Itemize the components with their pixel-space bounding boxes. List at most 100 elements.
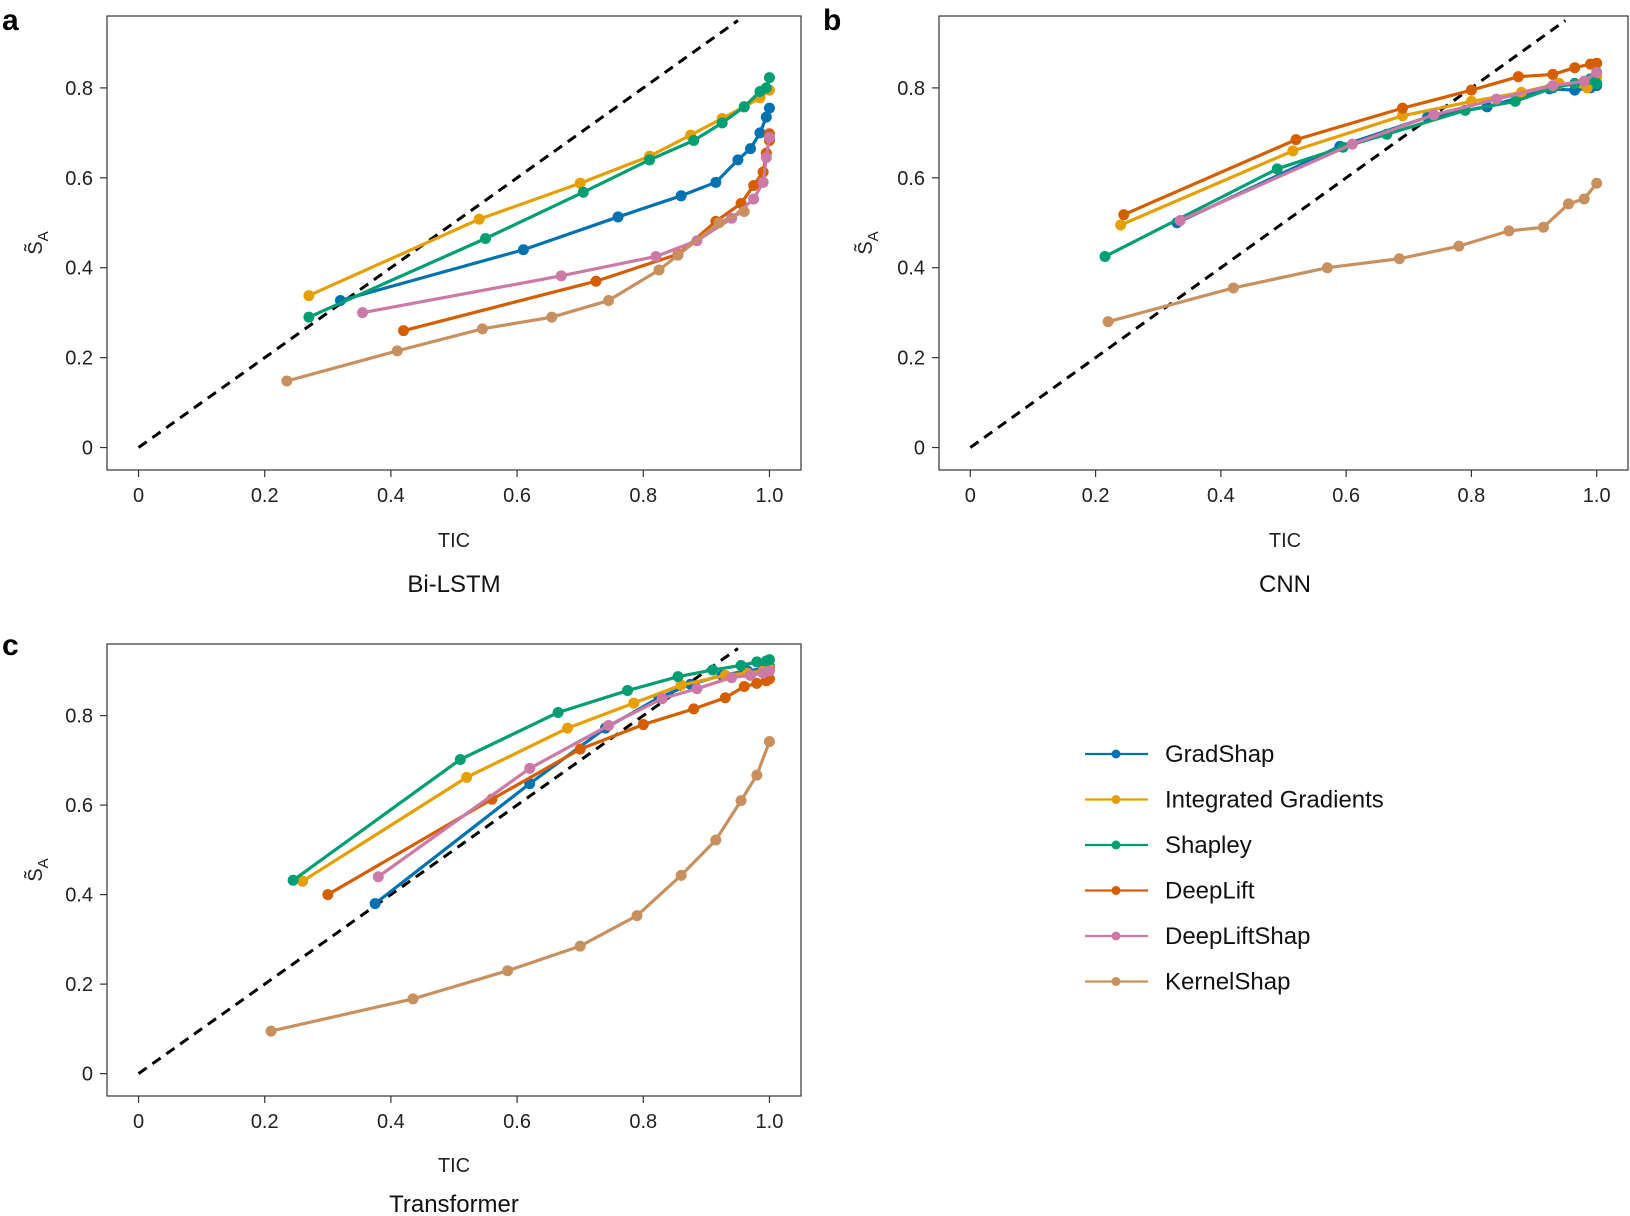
data-point-deepliftshap	[691, 683, 703, 695]
series-line-kernelshap	[270, 740, 771, 1033]
legend-label: Shapley	[1165, 832, 1252, 859]
reference-line-c	[137, 647, 739, 1075]
y-axis-label-main-b: S̃	[854, 241, 877, 254]
series-line-kernelshap	[1107, 182, 1598, 324]
data-point-deeplift	[1118, 209, 1130, 221]
data-point-shapley	[760, 82, 772, 94]
data-point-deepliftshap	[524, 762, 536, 774]
data-point-integrated-gradients	[473, 213, 485, 225]
data-point-shapley	[577, 186, 589, 198]
data-point-shapley	[552, 706, 564, 718]
data-point-kernelshap	[603, 295, 615, 307]
x-tick-label: 0.2	[251, 1111, 279, 1133]
data-point-integrated-gradients	[562, 722, 574, 734]
data-point-deepliftshap	[748, 193, 760, 205]
data-point-deeplift	[637, 719, 649, 731]
series-line-integrated-gradients	[308, 88, 771, 298]
data-point-kernelshap	[653, 264, 665, 276]
svg-text:S̃A: S̃A	[24, 858, 52, 881]
legend-item-shapley: Shapley	[1085, 832, 1252, 859]
data-point-integrated-gradients	[675, 679, 687, 691]
data-point-kernelshap	[751, 769, 763, 781]
legend-label: Integrated Gradients	[1165, 787, 1384, 814]
y-tick-label: 0.4	[897, 258, 925, 280]
series-line-deepliftshap	[362, 137, 772, 315]
data-point-kernelshap	[1393, 253, 1405, 265]
legend-item-kernelshap: KernelShap	[1085, 969, 1290, 996]
plot-frame-b	[938, 15, 1629, 471]
data-point-kernelshap	[1227, 282, 1239, 294]
reference-line-a	[137, 19, 739, 449]
data-point-kernelshap	[391, 345, 403, 357]
data-point-gradshap	[754, 127, 766, 139]
x-tick-label: 0.8	[629, 1111, 657, 1133]
series-group-c	[265, 654, 775, 1037]
data-point-kernelshap	[1562, 198, 1574, 210]
x-tick-label: 0	[133, 485, 144, 507]
data-point-deepliftshap	[760, 152, 772, 164]
data-point-deeplift	[590, 275, 602, 287]
x-tick-label: 1.0	[1583, 485, 1611, 507]
y-tick-label: 0	[82, 1064, 93, 1086]
panel-label-c: c	[2, 629, 19, 662]
legend-item-deeplift: DeepLift	[1085, 878, 1255, 905]
data-point-shapley	[751, 656, 763, 668]
data-point-deepliftshap	[603, 719, 615, 731]
x-tick-label: 0.2	[251, 485, 279, 507]
data-point-kernelshap	[1503, 225, 1515, 237]
data-point-shapley	[644, 154, 656, 166]
plot-frame-a	[106, 15, 802, 471]
chart-title-c: Transformer	[389, 1191, 519, 1216]
x-tick-label: 0.6	[503, 485, 531, 507]
x-axis-label-a: TIC	[438, 530, 470, 552]
x-ticks-a: 0 0.2 0.4 0.6 0.8 1.0	[133, 470, 783, 507]
legend-swatch-marker	[1111, 840, 1121, 850]
x-tick-label: 0.8	[1458, 485, 1486, 507]
data-point-shapley	[707, 664, 719, 676]
data-point-kernelshap	[1102, 316, 1114, 328]
data-point-deeplift	[398, 325, 410, 337]
y-axis-label-main-a: S̃	[24, 241, 47, 254]
data-point-shapley	[622, 685, 633, 697]
data-point-integrated-gradients	[574, 177, 586, 189]
panel-label-b: b	[823, 4, 841, 37]
legend-swatch-marker	[1111, 749, 1121, 759]
data-point-kernelshap	[407, 993, 419, 1005]
x-tick-label: 0.4	[377, 1111, 405, 1133]
data-point-deeplift	[574, 743, 586, 755]
data-point-shapley	[1591, 77, 1603, 89]
y-ticks-c: 0 0.2 0.4 0.6 0.8	[65, 706, 107, 1086]
chart-panel-b: b 0 0.2 0.4 0.6 0.8 1.0 0 0.2 0.4 0.6 0.8 TIC CNN…	[823, 4, 1629, 598]
y-tick-label: 0.4	[65, 885, 93, 907]
data-point-shapley	[1509, 95, 1521, 107]
x-tick-label: 0.4	[1207, 485, 1235, 507]
y-tick-label: 0.8	[897, 78, 925, 100]
chart-title-b: CNN	[1259, 571, 1311, 598]
data-point-deepliftshap	[1578, 75, 1590, 87]
series-group-a	[281, 72, 775, 387]
data-point-deepliftshap	[726, 672, 738, 684]
data-point-shapley	[716, 117, 728, 129]
data-point-deeplift	[322, 889, 334, 901]
legend-item-integrated-gradients: Integrated Gradients	[1085, 787, 1384, 814]
data-point-gradshap	[732, 154, 744, 166]
data-point-kernelshap	[546, 311, 558, 323]
data-point-shapley	[763, 654, 775, 666]
y-tick-label: 0.6	[65, 795, 93, 817]
svg-text:S̃A: S̃A	[24, 231, 52, 254]
x-tick-label: 0	[133, 1111, 144, 1133]
x-ticks-b: 0 0.2 0.4 0.6 0.8 1.0	[965, 470, 1611, 507]
data-point-kernelshap	[738, 206, 750, 218]
data-point-kernelshap	[281, 375, 293, 387]
data-point-kernelshap	[763, 736, 775, 748]
data-point-integrated-gradients	[297, 875, 309, 887]
x-axis-label-b: TIC	[1269, 530, 1301, 552]
data-point-deeplift	[1465, 84, 1477, 96]
data-point-kernelshap	[675, 869, 687, 881]
y-axis-label-a: S̃A	[24, 231, 52, 254]
chart-panel-c: c 0 0.2 0.4 0.6 0.8 1.0 0 0.2 0.4 0.6 0.8 TIC Tra…	[2, 629, 802, 1216]
data-point-kernelshap	[1578, 193, 1590, 205]
y-ticks-b: 0 0.2 0.4 0.6 0.8	[897, 78, 939, 460]
data-point-deepliftshap	[745, 669, 757, 681]
x-tick-label: 0.6	[1332, 485, 1360, 507]
